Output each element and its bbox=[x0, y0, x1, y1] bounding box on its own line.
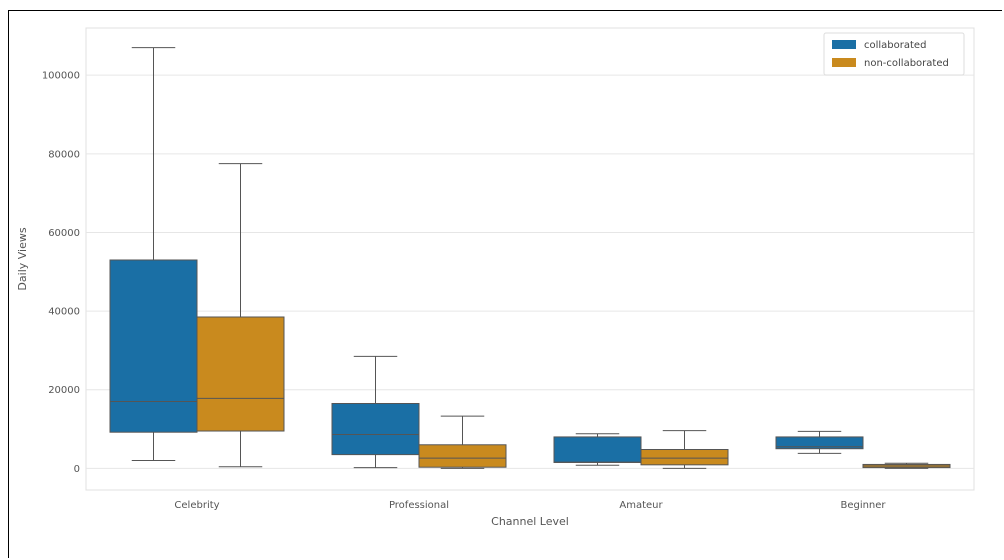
y-axis-label: Daily Views bbox=[16, 227, 29, 290]
chart-frame bbox=[8, 10, 1002, 558]
x-tick-label: Beginner bbox=[840, 500, 886, 511]
x-tick-label: Amateur bbox=[619, 500, 663, 511]
x-tick-labels: Celebrity Professional Amateur Beginner bbox=[174, 500, 886, 511]
x-tick-label: Celebrity bbox=[174, 500, 219, 511]
box-collaborated-amateur bbox=[553, 433, 642, 466]
iqr-box bbox=[331, 402, 420, 456]
legend-swatch-non-collaborated bbox=[832, 58, 856, 67]
box-non-collaborated-celebrity bbox=[196, 163, 285, 468]
legend-frame bbox=[823, 32, 965, 76]
y-tick-label: 20000 bbox=[48, 385, 80, 396]
iqr-box bbox=[109, 259, 198, 433]
x-tick-label: Professional bbox=[389, 500, 449, 511]
iqr-box bbox=[196, 316, 285, 432]
iqr-box bbox=[775, 436, 864, 450]
box-collaborated-celebrity bbox=[109, 47, 198, 462]
legend-swatch-collaborated bbox=[832, 40, 856, 49]
box-collaborated-beginner bbox=[775, 430, 864, 454]
y-tick-label: 100000 bbox=[42, 71, 80, 82]
legend-label-collaborated: collaborated bbox=[864, 40, 926, 51]
box-non-collaborated-professional bbox=[418, 415, 507, 469]
box-series bbox=[109, 47, 951, 469]
y-tick-label: 60000 bbox=[48, 228, 80, 239]
x-axis-label: Channel Level bbox=[491, 515, 569, 528]
legend-label-non-collaborated: non-collaborated bbox=[864, 58, 949, 69]
box-non-collaborated-beginner bbox=[862, 462, 951, 469]
y-tick-labels: 0 20000 40000 60000 80000 100000 bbox=[42, 71, 80, 475]
y-tick-label: 80000 bbox=[48, 149, 80, 160]
legend: collaborated non-collaborated bbox=[823, 32, 965, 76]
iqr-box bbox=[553, 436, 642, 463]
y-tick-label: 40000 bbox=[48, 307, 80, 318]
box-collaborated-professional bbox=[331, 355, 420, 469]
box-non-collaborated-amateur bbox=[640, 430, 729, 469]
iqr-box bbox=[640, 449, 729, 466]
y-tick-label: 0 bbox=[74, 464, 80, 475]
iqr-box bbox=[418, 444, 507, 468]
